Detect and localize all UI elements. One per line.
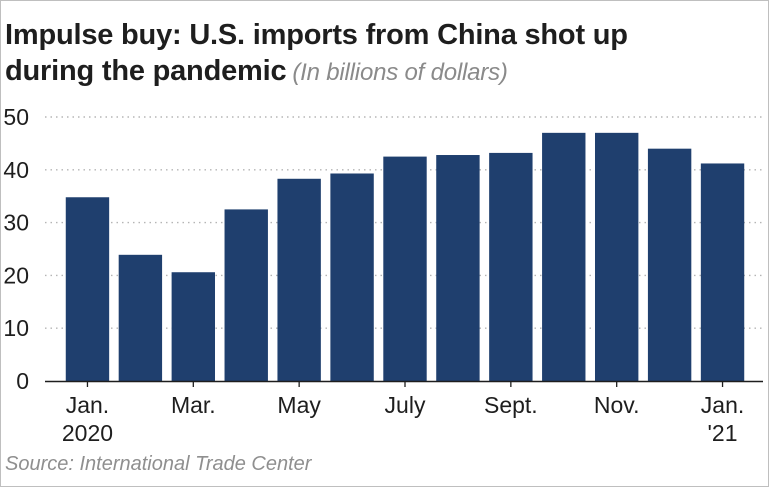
bar-11: [647, 148, 692, 381]
y-tick-label: 0: [16, 368, 29, 394]
bar-2: [171, 272, 216, 381]
chart-title: Impulse buy: U.S. imports from China sho…: [5, 17, 765, 91]
bar-1: [118, 254, 163, 381]
title-line-1: Impulse buy: U.S. imports from China sho…: [5, 19, 628, 51]
x-tick-label: Mar.: [171, 392, 216, 418]
bar-12: [700, 163, 745, 381]
title-line-2: during the pandemic (In billions of dolla…: [5, 53, 765, 91]
x-tick-label: Nov.: [594, 392, 640, 418]
x-tick-label: Jan.: [701, 392, 744, 418]
bar-9: [542, 132, 586, 381]
bar-5: [330, 173, 374, 381]
bar-7: [436, 155, 480, 381]
x-tick-label-year: 2020: [62, 420, 113, 446]
title-line-2-text: during the pandemic: [5, 55, 287, 87]
bar-0: [65, 197, 110, 381]
source-note: Source: International Trade Center: [5, 453, 312, 475]
y-tick-label: 30: [3, 210, 29, 236]
bar-6: [383, 156, 427, 381]
x-tick-label: May: [277, 392, 321, 418]
y-tick-label: 40: [3, 157, 29, 183]
y-tick-label: 10: [3, 315, 29, 341]
bar-3: [224, 209, 268, 381]
y-tick-label: 20: [3, 262, 29, 288]
x-tick-label-year: '21: [708, 420, 738, 446]
bar-4: [277, 178, 321, 381]
bar-8: [489, 152, 533, 381]
y-tick-label: 50: [3, 104, 29, 130]
x-tick-label: Jan.: [66, 392, 109, 418]
x-tick-label: Sept.: [484, 392, 538, 418]
chart-subtitle: (In billions of dollars): [292, 59, 508, 86]
x-tick-label: July: [385, 392, 426, 418]
bar-10: [594, 132, 639, 381]
